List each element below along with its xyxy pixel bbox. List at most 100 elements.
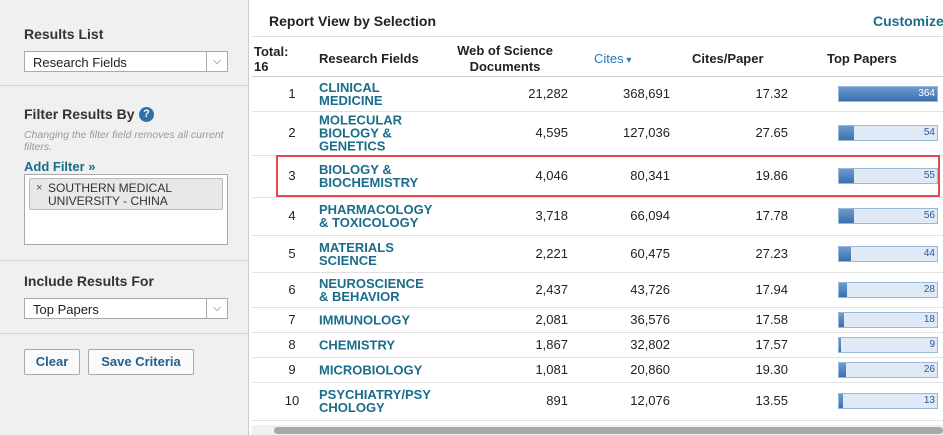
research-field[interactable]: PSYCHIATRY/PSYCHOLOGY — [319, 387, 431, 415]
cites: 20,860 — [630, 361, 670, 377]
row-divider — [252, 76, 943, 77]
bar-fill — [839, 337, 842, 352]
customize-link[interactable]: Customize — [873, 13, 943, 29]
row-divider — [252, 420, 943, 421]
top-papers-bar: 54 — [838, 125, 938, 141]
research-field[interactable]: CHEMISTRY — [319, 337, 396, 352]
row-divider — [252, 197, 943, 198]
cites: 43,726 — [630, 281, 670, 297]
documents: 4,595 — [535, 125, 568, 140]
divider — [0, 333, 248, 334]
sidebar: Results List Research Fields ⌵ Filter Res… — [0, 0, 249, 435]
cites: 66,094 — [630, 208, 670, 223]
top-papers-bar: 26 — [838, 361, 938, 378]
report-header — [252, 0, 943, 37]
clear-button[interactable]: Clear — [24, 349, 80, 375]
bar-label: 364 — [918, 88, 935, 99]
top-papers-bar: 56 — [838, 208, 938, 224]
column-header: Cites/Paper — [692, 51, 764, 66]
column-header: Research Fields — [319, 51, 419, 66]
row-divider — [252, 235, 943, 236]
cites-per-paper: 27.23 — [755, 245, 788, 261]
cites: 60,475 — [630, 245, 670, 261]
documents: 4,046 — [535, 168, 568, 183]
highlight-box — [276, 155, 940, 197]
select[interactable]: Top Papers ⌵ — [24, 298, 228, 319]
documents: 21,282 — [528, 86, 568, 101]
bar-fill — [839, 362, 846, 377]
bar-fill — [839, 87, 937, 101]
report-title: Report View by Selection — [269, 13, 437, 29]
cites-per-paper: 19.30 — [755, 361, 788, 377]
row-divider — [252, 382, 943, 383]
documents: 2,437 — [535, 281, 568, 297]
bar-label: 28 — [923, 283, 935, 295]
rank: 10 — [284, 393, 300, 408]
filter-box: × SOUTHERN MEDICAL UNIVERSITY - CHINA — [24, 174, 228, 245]
bar-fill — [839, 394, 843, 408]
add-filter[interactable]: Add Filter » — [24, 159, 96, 174]
selected: Top Papers — [33, 302, 99, 317]
bar-fill — [839, 209, 855, 223]
rank: 9 — [288, 361, 296, 377]
top-papers-bar: 28 — [838, 281, 938, 298]
research-field[interactable]: MOLECULAR BIOLOGY & GENETICS — [319, 112, 403, 154]
cites-per-paper: 19.86 — [755, 168, 788, 183]
documents: 891 — [546, 393, 568, 408]
cites: 32,802 — [630, 336, 670, 352]
documents: 1,081 — [535, 361, 568, 377]
research-field[interactable]: MATERIALS SCIENCE — [319, 239, 394, 268]
research-field[interactable]: MICROBIOLOGY — [319, 362, 423, 377]
rank: 2 — [288, 125, 296, 140]
research-field[interactable]: IMMUNOLOGY — [319, 312, 410, 327]
cites: 127,036 — [623, 125, 670, 140]
rank: 3 — [288, 168, 296, 183]
top-papers-bar: 364 — [838, 86, 938, 102]
filter-text: SOUTHERN MEDICAL UNIVERSITY - CHINA — [48, 181, 172, 208]
rank: 1 — [288, 86, 296, 101]
bar-fill — [839, 312, 844, 327]
rank: 6 — [288, 281, 296, 297]
scroll-thumb[interactable] — [274, 427, 943, 434]
row-divider — [252, 332, 943, 333]
top-papers-bar: 18 — [838, 311, 938, 328]
help-icon[interactable]: ? — [139, 107, 154, 122]
label: Results List — [24, 26, 104, 42]
top-papers-bar: 13 — [838, 393, 938, 409]
scrollbar — [252, 425, 943, 435]
documents: 1,867 — [535, 336, 568, 352]
row-divider — [252, 307, 943, 308]
cites-per-paper: 17.78 — [755, 208, 788, 223]
save-button[interactable]: Save Criteria — [88, 349, 194, 375]
rank: 5 — [288, 245, 296, 261]
divider — [0, 260, 248, 261]
note: Changing the filter field removes all cu… — [24, 129, 224, 153]
select[interactable]: Research Fields ⌵ — [24, 51, 228, 72]
cites-per-paper: 27.65 — [755, 125, 788, 140]
research-field[interactable]: BIOLOGY & BIOCHEMISTRY — [319, 162, 419, 190]
label: Include Results For — [24, 273, 154, 289]
bar-label: 55 — [923, 170, 935, 181]
column-header[interactable]: Cites ▾ — [594, 51, 632, 66]
selected: Research Fields — [33, 55, 127, 70]
bar-label: 9 — [929, 338, 935, 350]
documents: 3,718 — [535, 208, 568, 223]
research-field[interactable]: PHARMACOLOGY & TOXICOLOGY — [319, 202, 433, 230]
documents: 2,081 — [535, 311, 568, 327]
bar-fill — [839, 246, 851, 261]
cites-per-paper: 17.58 — [755, 311, 788, 327]
column-header: Web of Science Documents — [457, 43, 553, 74]
research-field[interactable]: NEUROSCIENCE & BEHAVIOR — [319, 275, 424, 304]
remove-icon[interactable]: × — [36, 182, 43, 194]
row-divider — [252, 357, 943, 358]
sort-icon: ▾ — [623, 55, 632, 66]
row-divider — [252, 111, 943, 112]
rank: 4 — [288, 208, 296, 223]
divider — [0, 85, 248, 86]
research-field[interactable]: CLINICAL MEDICINE — [319, 80, 383, 108]
top-papers-bar: 44 — [838, 245, 938, 262]
bar-label: 44 — [923, 247, 935, 259]
column-header: Total: 16 — [254, 44, 289, 74]
bar-fill — [839, 169, 854, 183]
rank: 7 — [288, 311, 296, 327]
